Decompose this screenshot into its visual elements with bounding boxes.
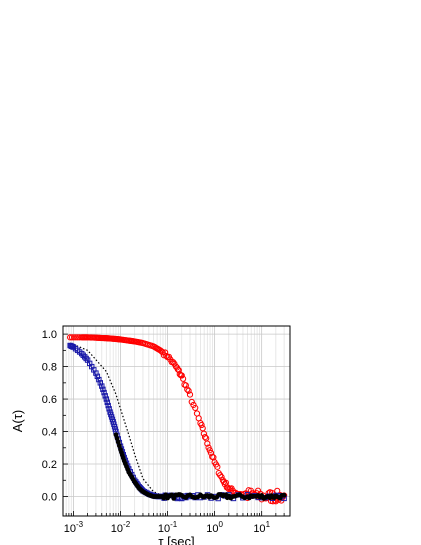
- data-point: [175, 367, 182, 374]
- x-tick-label: 100: [206, 520, 223, 535]
- data-point: [104, 399, 110, 406]
- data-point: [186, 391, 194, 398]
- y-tick-label: 0.2: [42, 459, 57, 471]
- series-2: [113, 432, 287, 501]
- data-point: [169, 492, 175, 498]
- data-point: [80, 352, 86, 358]
- y-tick-label: 0.8: [42, 362, 57, 374]
- data-point: [217, 472, 224, 479]
- data-point: [114, 436, 120, 441]
- data-point: [93, 370, 99, 376]
- data-point: [185, 387, 192, 394]
- data-point: [79, 350, 85, 357]
- data-point: [102, 393, 108, 399]
- data-point: [159, 349, 166, 356]
- x-tick-label: 101: [253, 520, 270, 535]
- data-point: [81, 354, 88, 360]
- data-point: [70, 334, 78, 341]
- data-point: [99, 383, 105, 389]
- data-point: [192, 404, 199, 412]
- data-point: [101, 389, 107, 396]
- y-tick-label: 0.6: [42, 394, 57, 406]
- y-tick-label: 0.4: [42, 427, 57, 439]
- data-point: [105, 402, 111, 409]
- data-point: [169, 358, 177, 366]
- data-point: [180, 375, 187, 382]
- plot-series: [67, 334, 288, 505]
- data-point: [113, 432, 119, 438]
- data-point: [115, 439, 121, 445]
- data-point: [116, 443, 122, 449]
- data-point: [94, 373, 101, 380]
- data-point: [214, 463, 221, 470]
- x-tick-label: 10-2: [111, 520, 131, 535]
- data-point: [83, 355, 89, 362]
- y-axis-label: A(τ): [10, 410, 25, 432]
- x-tick-label: 10-1: [158, 520, 178, 535]
- x-tick-label: 10-3: [64, 520, 84, 535]
- data-point: [178, 372, 185, 379]
- data-point: [96, 376, 102, 383]
- data-point: [100, 386, 106, 393]
- data-point: [67, 334, 74, 341]
- axis-ticks: 0.0 0.2 0.4 0.6 0.8 1.0 10-3 10-2 10-1 100 101: [42, 329, 291, 535]
- data-point: [281, 492, 287, 498]
- data-point: [198, 421, 205, 429]
- data-point: [72, 334, 80, 341]
- y-tick-label: 0.0: [42, 492, 57, 504]
- y-tick-label: 1.0: [42, 329, 57, 341]
- data-point: [97, 380, 104, 386]
- series-0: [67, 334, 288, 505]
- data-point: [201, 433, 209, 441]
- data-point: [184, 386, 191, 393]
- data-point: [218, 473, 225, 481]
- x-axis-label: τ [sec]: [158, 534, 194, 545]
- data-point: [103, 396, 110, 402]
- data-point: [204, 440, 211, 447]
- data-point: [182, 382, 189, 389]
- data-point: [188, 398, 195, 406]
- data-point: [68, 334, 76, 341]
- grid: [62, 326, 291, 516]
- plot-frame: [62, 325, 291, 517]
- data-point: [106, 406, 112, 412]
- data-point: [162, 349, 169, 356]
- dotted-fit-line: [69, 342, 285, 498]
